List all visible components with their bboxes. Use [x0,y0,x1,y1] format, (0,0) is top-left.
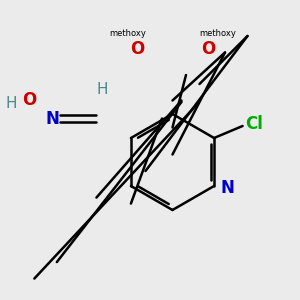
Text: N: N [45,110,59,128]
Text: Cl: Cl [246,116,263,134]
Text: N: N [221,179,235,197]
Text: H: H [97,82,108,97]
Text: O: O [130,40,144,58]
Text: O: O [22,91,36,109]
Text: O: O [201,40,215,58]
Text: methoxy: methoxy [109,28,146,38]
Text: H: H [5,96,17,111]
Text: methoxy: methoxy [199,28,236,38]
